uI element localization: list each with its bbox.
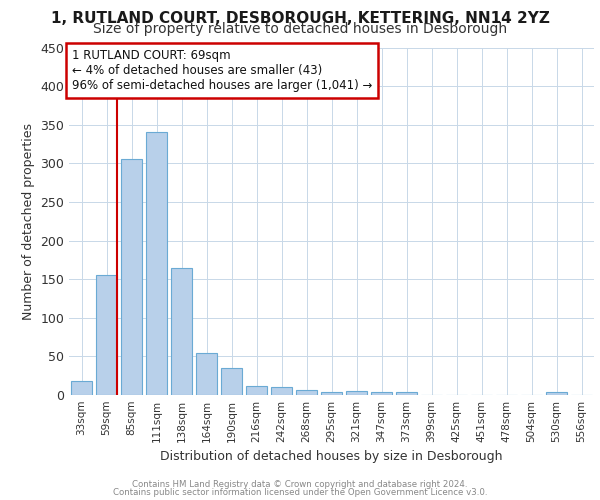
X-axis label: Distribution of detached houses by size in Desborough: Distribution of detached houses by size …: [160, 450, 503, 464]
Text: 1 RUTLAND COURT: 69sqm
← 4% of detached houses are smaller (43)
96% of semi-deta: 1 RUTLAND COURT: 69sqm ← 4% of detached …: [71, 49, 372, 92]
Bar: [196, 352, 217, 395]
Bar: [346, 391, 367, 395]
Text: Contains HM Land Registry data © Crown copyright and database right 2024.: Contains HM Land Registry data © Crown c…: [132, 480, 468, 489]
Bar: [221, 368, 242, 395]
Bar: [96, 276, 117, 395]
Text: Size of property relative to detached houses in Desborough: Size of property relative to detached ho…: [93, 22, 507, 36]
Bar: [546, 392, 567, 395]
Bar: [71, 381, 92, 395]
Bar: [146, 132, 167, 395]
Bar: [296, 390, 317, 395]
Bar: [371, 392, 392, 395]
Bar: [321, 392, 342, 395]
Text: Contains public sector information licensed under the Open Government Licence v3: Contains public sector information licen…: [113, 488, 487, 497]
Bar: [246, 386, 267, 395]
Text: 1, RUTLAND COURT, DESBOROUGH, KETTERING, NN14 2YZ: 1, RUTLAND COURT, DESBOROUGH, KETTERING,…: [50, 11, 550, 26]
Bar: [271, 388, 292, 395]
Bar: [396, 392, 417, 395]
Bar: [121, 160, 142, 395]
Bar: [171, 268, 192, 395]
Y-axis label: Number of detached properties: Number of detached properties: [22, 122, 35, 320]
